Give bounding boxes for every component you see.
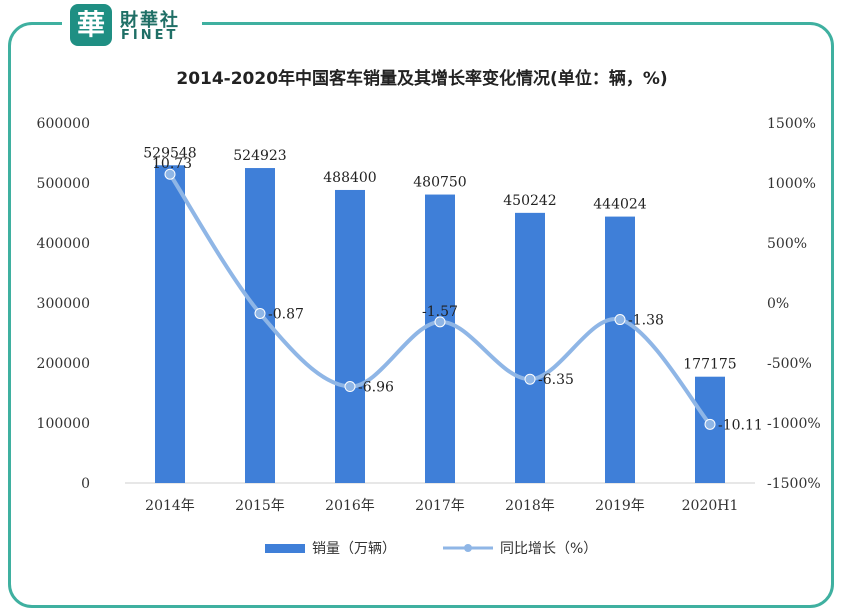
growth-data-label: -0.87 [268, 306, 304, 322]
y-right-tick-label: -1000% [767, 416, 821, 432]
y-right-tick-label: -500% [767, 356, 812, 372]
y-left-tick-label: 100000 [37, 416, 90, 432]
growth-data-label: -6.96 [358, 380, 394, 396]
y-left-tick-label: 400000 [37, 236, 90, 252]
bar-data-label: 480750 [413, 175, 466, 191]
x-tick-label: 2018年 [505, 498, 555, 514]
x-tick-label: 2019年 [595, 498, 645, 514]
growth-data-label: 10.73 [152, 156, 192, 172]
bar-data-label: 524923 [233, 148, 286, 164]
y-left-tick-label: 500000 [37, 176, 90, 192]
y-right-tick-label: 1000% [767, 176, 816, 192]
y-left-tick-label: 200000 [37, 356, 90, 372]
brand-name: 財華社 [120, 10, 180, 31]
legend-label-growth: 同比增长（%） [500, 541, 598, 557]
y-left-tick-label: 600000 [37, 116, 90, 132]
y-right-tick-label: 500% [767, 236, 807, 252]
growth-point [704, 418, 716, 430]
x-tick-label: 2016年 [325, 498, 375, 514]
growth-data-label: -6.35 [538, 372, 574, 388]
x-tick-label: 2017年 [415, 498, 465, 514]
y-right-tick-label: -1500% [767, 476, 821, 492]
bar-data-label: 529548 [143, 145, 196, 161]
x-tick-label: 2020H1 [682, 498, 739, 514]
legend-label-sales: 销量（万辆） [312, 541, 396, 557]
x-tick-label: 2015年 [235, 498, 285, 514]
growth-data-label: -1.38 [628, 313, 664, 329]
bar-data-label: 444024 [593, 197, 647, 213]
y-right-tick-label: 0% [767, 296, 789, 312]
growth-point [344, 381, 356, 393]
growth-point [524, 373, 536, 385]
y-left-tick-label: 300000 [37, 296, 90, 312]
brand-seal: 華 [70, 4, 112, 46]
growth-point [164, 168, 176, 180]
growth-data-label: -10.11 [718, 417, 763, 433]
legend-swatch-growth [443, 544, 493, 552]
y-left-tick-label: 0 [81, 476, 90, 492]
chart-frame [8, 22, 834, 608]
bar [155, 165, 185, 484]
brand-name-en: FINET [121, 28, 179, 43]
legend-swatch-sales [265, 544, 305, 553]
bar [425, 194, 455, 484]
bar [605, 216, 635, 483]
chart-title: 2014-2020年中国客车销量及其增长率变化情况(单位：辆，%) [176, 69, 668, 89]
bar-data-label: 488400 [323, 170, 376, 186]
bar-data-label: 177175 [683, 357, 736, 373]
growth-point [254, 307, 266, 319]
bar-data-label: 450242 [503, 193, 556, 209]
growth-point [434, 316, 446, 328]
growth-point [614, 314, 626, 326]
bar [335, 189, 365, 483]
y-right-tick-label: 1500% [767, 116, 816, 132]
bar [695, 376, 725, 483]
bar [515, 212, 545, 483]
growth-data-label: -1.57 [422, 304, 458, 320]
x-tick-label: 2014年 [145, 498, 195, 514]
